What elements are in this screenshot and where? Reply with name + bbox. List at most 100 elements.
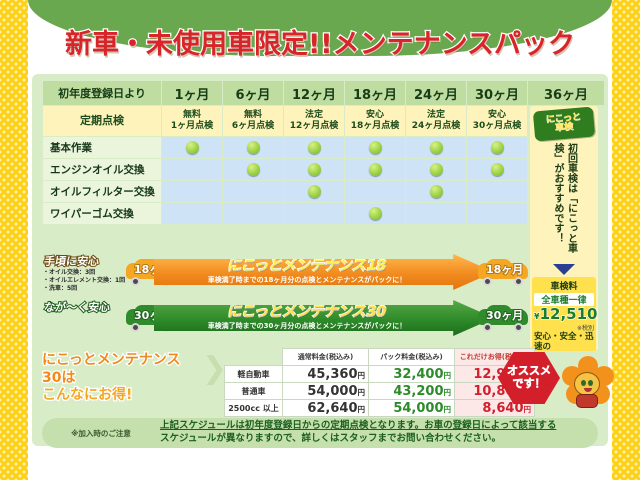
band-18-bullet-2: ・洗車：5回 xyxy=(43,285,78,293)
price-normal-0-value: 45,360 xyxy=(307,366,358,382)
price-pack-0: 32,400円 xyxy=(368,365,455,383)
inspection-name-6: 6ヶ月点検 xyxy=(231,121,275,131)
left-dot-border xyxy=(0,0,28,480)
inspection-tag-18: 安心 xyxy=(365,109,384,120)
service-1-month-30 xyxy=(467,159,527,180)
shaken-recommend-text: 初回車検は「にこっと車検」がおすすめです！ xyxy=(552,143,577,253)
right-dot-border xyxy=(612,0,640,480)
price-pack-1: 43,200円 xyxy=(368,382,455,400)
price-normal-0: 45,360円 xyxy=(282,365,369,383)
inspection-tag-24: 法定 xyxy=(426,109,445,120)
price-row-label-0: 軽自動車 xyxy=(224,365,283,383)
inspection-tag-6: 無料 xyxy=(243,109,262,120)
car-label-30-right: 30ヶ月 xyxy=(485,308,524,323)
check-dot-icon xyxy=(368,163,382,176)
mascot-body xyxy=(576,394,598,408)
footer-note: ※加入時のご注意 上記スケジュールは初年度登録日からの定期点検となります。お車の… xyxy=(42,418,598,448)
band-18-bullets: ・オイル交換：3回 ・オイルエレメント交換：1回 ・洗車：5回 xyxy=(43,269,154,293)
footer-note-line1: 上記スケジュールは初年度登録日からの定期点検となります。お車の登録日によって該当… xyxy=(160,420,557,432)
price-pack-0-value: 32,400 xyxy=(393,366,444,382)
car-body xyxy=(478,263,528,279)
price-headline: にこっとメンテナンス30は こんなにお得! xyxy=(41,351,198,405)
service-3-month-12 xyxy=(284,203,344,224)
mascot-eye-left xyxy=(581,380,586,386)
service-3-month-6 xyxy=(223,203,283,224)
inspection-name-18: 18ヶ月点検 xyxy=(350,121,400,131)
inspection-cell-12: 法定 12ヶ月点検 xyxy=(284,106,344,136)
maintenance-band-18: 手頃に安心 ・オイル交換：3回 ・オイルエレメント交換：1回 ・洗車：5回 18… xyxy=(42,250,530,294)
band-30-subtitle: 車検満了時までの30ヶ月分の点検とメンテナンスがパックに！ xyxy=(207,321,407,330)
yen-unit: 円 xyxy=(357,387,366,397)
service-1-month-24 xyxy=(406,159,466,180)
yen-unit: 円 xyxy=(443,370,452,380)
footer-note-line2: スケジュールが異なりますので、詳しくはスタッフまでお問い合わせください。 xyxy=(160,433,501,444)
inspection-name-30: 30ヶ月点検 xyxy=(472,121,522,131)
service-0-month-30 xyxy=(467,137,527,158)
car-wheel-front xyxy=(131,323,140,332)
check-dot-icon xyxy=(490,141,504,154)
service-3-month-30 xyxy=(467,203,527,224)
price-pack-2-value: 54,000 xyxy=(393,400,444,416)
month-header-1: 1ヶ月 xyxy=(162,81,222,105)
fee-tax-note: ※税別 xyxy=(576,324,594,332)
car-wheel-front xyxy=(131,277,140,286)
price-header-blank xyxy=(225,349,283,366)
table-row-service-3: ワイパーゴム交換 xyxy=(43,203,604,224)
service-label-1: エンジンオイル交換 xyxy=(43,159,161,180)
month-header-36: 36ヶ月 xyxy=(528,81,604,105)
service-3-month-1 xyxy=(162,203,222,224)
service-2-month-12 xyxy=(284,181,344,202)
mascot-face xyxy=(574,372,600,396)
fee-currency: ¥ xyxy=(533,312,540,322)
band-30-title: にこっとメンテナンス30 xyxy=(226,303,388,321)
band-18-arrow: にこっとメンテナンス18 車検満了時までの18ヶ月分の点検とメンテナンスがパック… xyxy=(154,254,494,290)
yen-unit: 円 xyxy=(443,404,452,414)
band-18-lead-title: 手頃に安心 xyxy=(42,254,101,269)
check-dot-icon xyxy=(307,185,321,198)
price-header-normal: 通常料金(税込み) xyxy=(282,348,369,366)
inspection-cell-18: 安心 18ヶ月点検 xyxy=(345,106,405,136)
shaken-tagline: 安心・安全・迅速の xyxy=(534,331,594,351)
price-header-pack: パック料金(税込み) xyxy=(368,348,455,366)
band-30-lead-title: なが〜く安心 xyxy=(42,300,112,315)
band-30-arrow: にこっとメンテナンス30 車検満了時までの30ヶ月分の点検とメンテナンスがパック… xyxy=(154,300,494,336)
price-row-kei: 軽自動車 45,360円 32,400円 12,960円 xyxy=(224,365,535,383)
mascot-eye-right xyxy=(588,380,593,386)
price-normal-2: 62,640円 xyxy=(282,399,369,417)
page-title: 新車・未使用車限定!!メンテナンスパック xyxy=(64,28,577,62)
band-18-title: にこっとメンテナンス18 xyxy=(226,257,388,275)
table-row-service-0: 基本作業 xyxy=(43,137,604,158)
inspection-name-1: 1ヶ月点検 xyxy=(170,121,214,131)
footer-note-tag: ※加入時のご注意 xyxy=(71,428,131,438)
check-dot-icon xyxy=(246,163,260,176)
fee-number: 12,510 xyxy=(539,305,598,323)
car-body xyxy=(478,309,528,325)
yen-unit: 円 xyxy=(443,387,452,397)
service-1-month-12 xyxy=(284,159,344,180)
service-2-month-6 xyxy=(223,181,283,202)
inspection-cell-30: 安心 30ヶ月点検 xyxy=(467,106,527,136)
check-dot-icon xyxy=(490,163,504,176)
price-row-standard: 普通車 54,000円 43,200円 10,800円 xyxy=(224,382,535,400)
month-header-30: 30ヶ月 xyxy=(467,81,527,105)
inspection-cell-24: 法定 24ヶ月点検 xyxy=(406,106,466,136)
inspection-name-12: 12ヶ月点検 xyxy=(289,121,339,131)
mascot-mouth xyxy=(584,388,592,392)
car-icon-30-right: 30ヶ月 xyxy=(478,305,528,332)
price-table-header-row: 通常料金(税込み) パック料金(税込み) これだけお得(税込み) xyxy=(225,348,535,366)
inspection-tag-12: 法定 xyxy=(304,109,323,120)
service-0-month-12 xyxy=(284,137,344,158)
inspection-name-24: 24ヶ月点検 xyxy=(411,121,461,131)
shaken-fee-box: 車検料 全車種一律 ¥12,510 ※税別 安心・安全・迅速の 完全対話車検 xyxy=(532,277,598,351)
recommend-badge-line2: です！ xyxy=(512,377,546,390)
service-1-month-6 xyxy=(223,159,283,180)
check-dot-icon xyxy=(368,141,382,154)
mascot-petal xyxy=(578,356,598,376)
price-normal-1: 54,000円 xyxy=(282,382,369,400)
table-row-inspections: 定期点検 無料 1ヶ月点検 無料 6ヶ月点検 法定 12ヶ月点検 安心 18ヶ月… xyxy=(43,106,604,136)
arrow-down-icon xyxy=(553,264,575,275)
service-label-3: ワイパーゴム交換 xyxy=(43,203,161,224)
car-wheel-rear xyxy=(514,323,523,332)
inspection-cell-6: 無料 6ヶ月点検 xyxy=(223,106,283,136)
band-18-bullet-0: ・オイル交換：3回 xyxy=(43,269,96,276)
